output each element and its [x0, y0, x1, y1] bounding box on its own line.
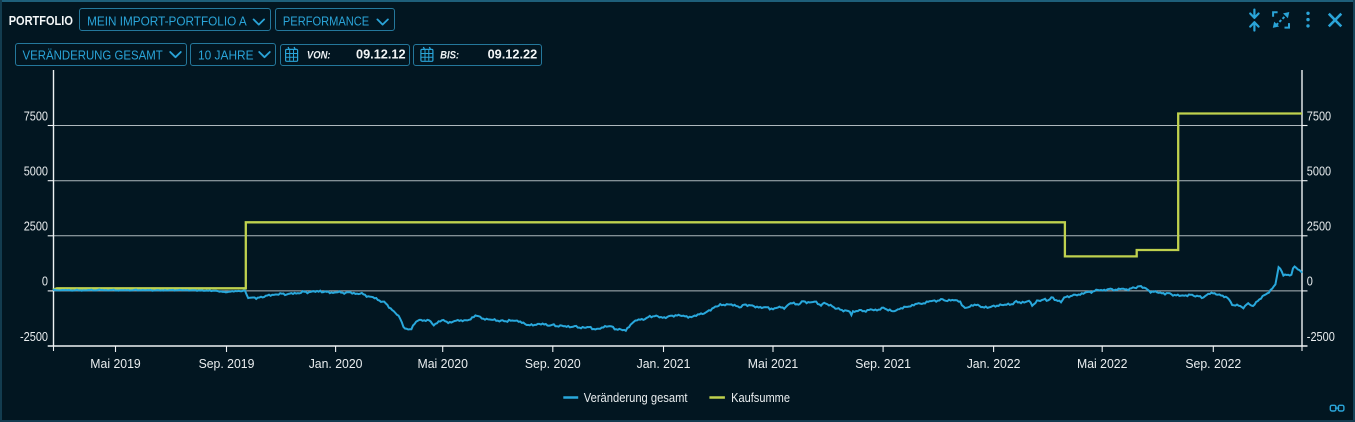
- svg-text:Sep. 2019: Sep. 2019: [199, 356, 255, 371]
- svg-text:Jan. 2022: Jan. 2022: [967, 356, 1021, 371]
- svg-text:Mai 2019: Mai 2019: [90, 356, 140, 371]
- svg-text:Veränderung gesamt: Veränderung gesamt: [584, 391, 688, 405]
- svg-text:0: 0: [42, 274, 48, 289]
- svg-text:5000: 5000: [1307, 164, 1331, 179]
- svg-text:7500: 7500: [24, 108, 48, 123]
- svg-text:7500: 7500: [1307, 108, 1331, 123]
- svg-text:2500: 2500: [1307, 219, 1331, 234]
- svg-text:Mai 2021: Mai 2021: [748, 356, 798, 371]
- svg-text:5000: 5000: [24, 164, 48, 179]
- svg-text:Jan. 2021: Jan. 2021: [637, 356, 691, 371]
- svg-text:09.12.12: 09.12.12: [356, 47, 406, 62]
- svg-text:Sep. 2021: Sep. 2021: [855, 356, 911, 371]
- svg-text:VERÄNDERUNG GESAMT: VERÄNDERUNG GESAMT: [23, 48, 164, 62]
- svg-text:Sep. 2020: Sep. 2020: [525, 356, 581, 371]
- svg-text:-2500: -2500: [20, 329, 48, 344]
- svg-text:-2500: -2500: [1307, 329, 1335, 344]
- svg-text:VON:: VON:: [307, 50, 331, 62]
- svg-text:MEIN IMPORT-PORTFOLIO A: MEIN IMPORT-PORTFOLIO A: [87, 14, 247, 28]
- svg-text:Mai 2020: Mai 2020: [418, 356, 468, 371]
- svg-text:Kaufsumme: Kaufsumme: [731, 391, 790, 405]
- svg-text:0: 0: [1307, 274, 1313, 289]
- svg-text:Jan. 2020: Jan. 2020: [309, 356, 363, 371]
- svg-text:Mai 2022: Mai 2022: [1077, 356, 1127, 371]
- svg-text:PORTFOLIO: PORTFOLIO: [9, 13, 73, 28]
- svg-text:PERFORMANCE: PERFORMANCE: [283, 14, 369, 28]
- svg-text:2500: 2500: [24, 219, 48, 234]
- svg-text:BIS:: BIS:: [440, 50, 459, 62]
- svg-text:10 JAHRE: 10 JAHRE: [198, 48, 254, 62]
- svg-text:Sep. 2022: Sep. 2022: [1185, 356, 1241, 371]
- svg-text:09.12.22: 09.12.22: [488, 47, 538, 62]
